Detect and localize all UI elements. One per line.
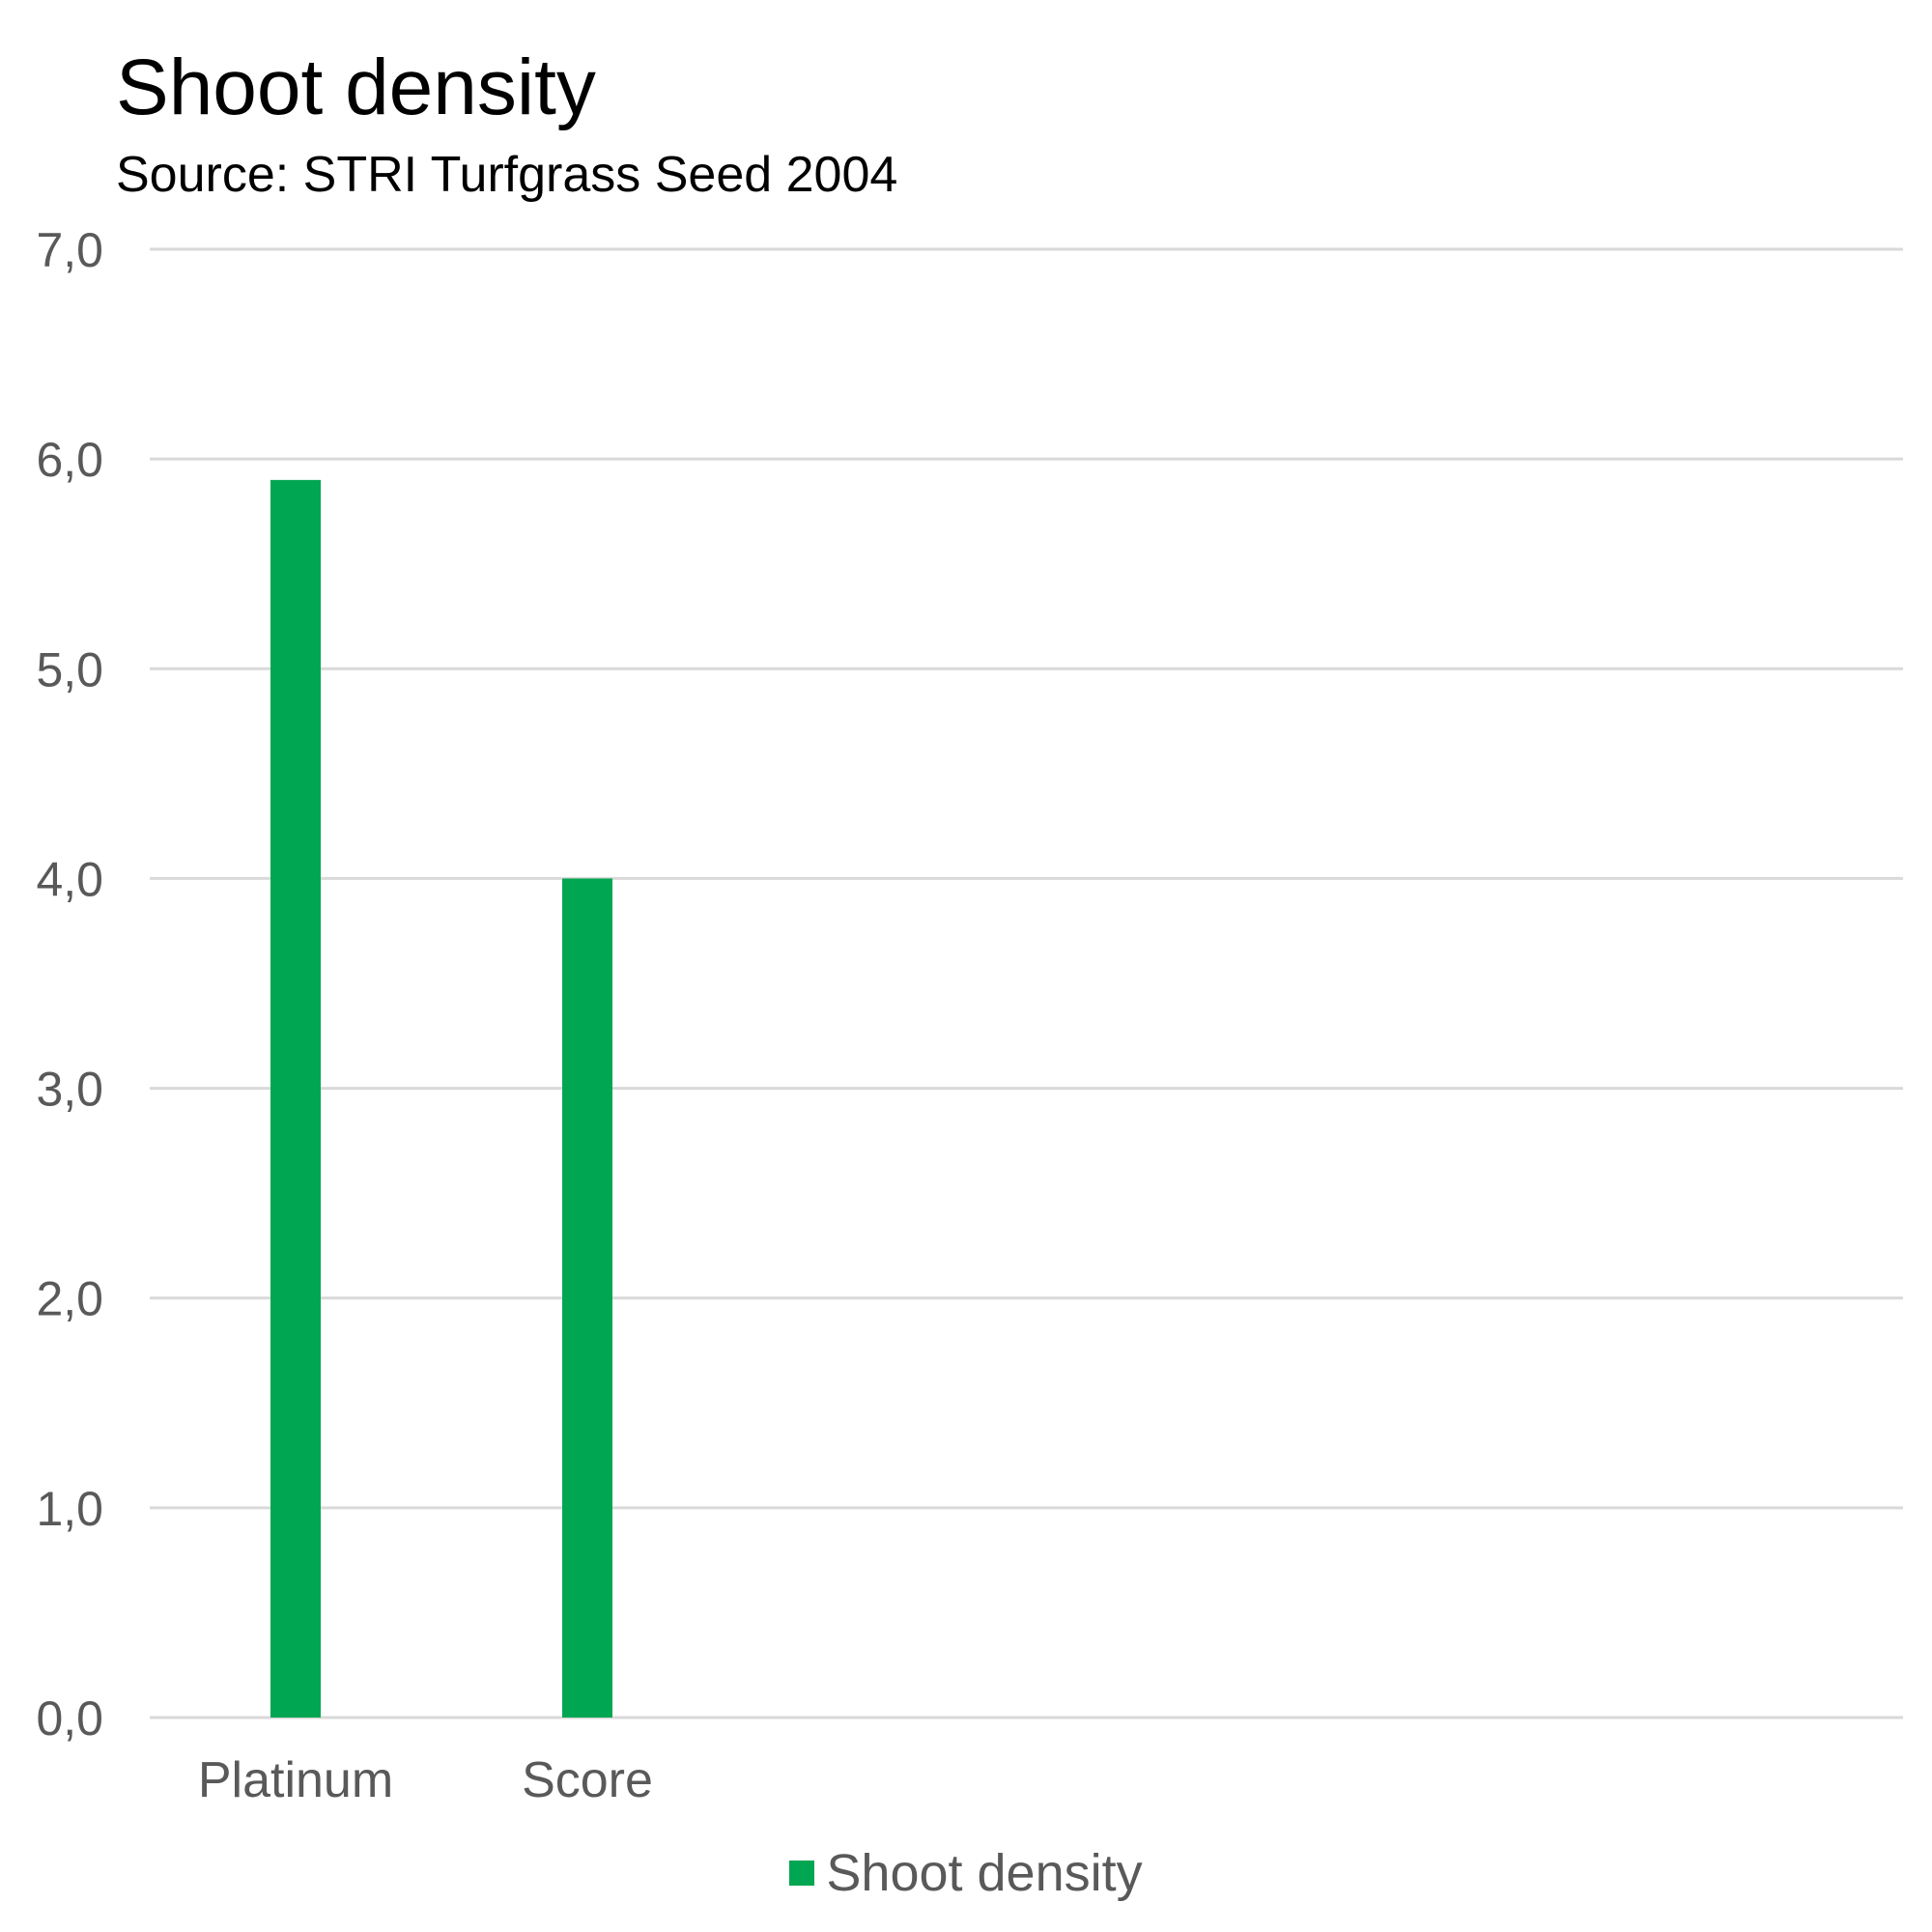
legend-swatch <box>789 1860 815 1886</box>
legend: Shoot density <box>0 1847 1932 1899</box>
x-tick-label: Platinum <box>198 1752 393 1808</box>
legend-label: Shoot density <box>826 1844 1143 1902</box>
y-tick-label: 4,0 <box>36 852 103 906</box>
y-tick-label: 5,0 <box>36 642 103 696</box>
chart-subtitle: Source: STRI Turfgrass Seed 2004 <box>116 147 898 203</box>
y-tick-label: 2,0 <box>36 1272 103 1326</box>
y-tick-label: 0,0 <box>36 1691 103 1746</box>
bar <box>562 878 612 1718</box>
y-tick-label: 3,0 <box>36 1063 103 1117</box>
x-tick-label: Score <box>522 1752 653 1808</box>
y-tick-label: 7,0 <box>36 223 103 277</box>
y-tick-label: 6,0 <box>36 433 103 487</box>
chart-title: Shoot density <box>116 43 596 131</box>
bar <box>270 479 321 1718</box>
y-tick-label: 1,0 <box>36 1482 103 1536</box>
